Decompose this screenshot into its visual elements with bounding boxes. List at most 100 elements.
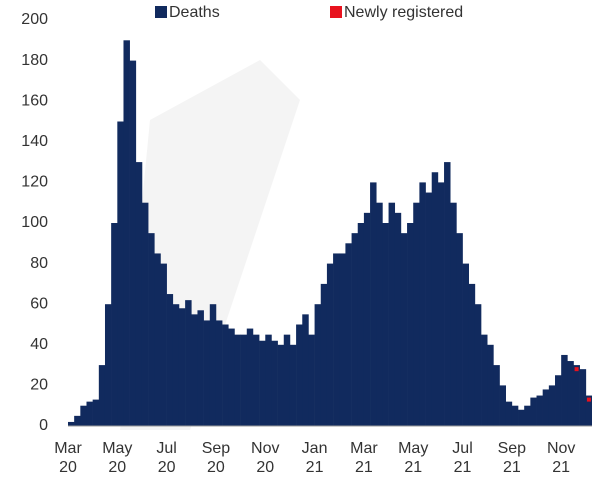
- bar: [314, 304, 322, 426]
- bar: [277, 344, 285, 426]
- bar: [474, 304, 482, 426]
- bar: [481, 334, 488, 426]
- y-tick-label: 0: [39, 417, 48, 434]
- bar: [246, 328, 254, 426]
- bar: [407, 223, 414, 426]
- y-tick-label: 80: [30, 255, 48, 272]
- bar: [450, 202, 457, 426]
- bar: [351, 233, 359, 426]
- bar: [191, 314, 198, 426]
- bar: [111, 223, 118, 426]
- x-tick-label: Nov 21: [546, 440, 576, 476]
- bar: [98, 365, 106, 426]
- bar: [160, 263, 167, 426]
- new-marker: [586, 397, 591, 402]
- bar: [166, 294, 174, 426]
- bar: [141, 202, 149, 426]
- bar: [363, 212, 371, 426]
- x-tick-label: Mar 21: [350, 440, 378, 476]
- bar: [536, 395, 543, 426]
- bar: [511, 405, 519, 426]
- bar: [548, 385, 556, 426]
- y-tick-label: 120: [21, 174, 48, 191]
- bar: [444, 162, 451, 426]
- bar: [333, 253, 340, 426]
- bar: [505, 401, 513, 426]
- bar: [345, 243, 352, 426]
- bar: [178, 308, 186, 426]
- legend-swatch: [330, 6, 342, 18]
- bar: [148, 233, 155, 426]
- y-tick-label: 140: [21, 133, 48, 150]
- bar: [499, 385, 506, 426]
- bar: [573, 365, 580, 426]
- bar: [400, 233, 408, 426]
- y-tick-label: 100: [21, 214, 48, 231]
- bar: [234, 334, 241, 426]
- y-tick-label: 180: [21, 52, 48, 69]
- x-tick-label: May 20: [102, 440, 133, 476]
- bar: [561, 354, 568, 426]
- bar: [265, 334, 272, 426]
- bar: [259, 340, 266, 426]
- x-tick-label: Sep 20: [201, 440, 231, 476]
- bar: [283, 334, 291, 426]
- bar: [462, 263, 470, 426]
- bar: [117, 121, 124, 426]
- bar: [92, 399, 100, 426]
- x-tick-label: Sep 21: [497, 440, 527, 476]
- bar: [567, 361, 574, 426]
- bar: [357, 223, 365, 426]
- x-tick-label: Nov 20: [251, 440, 280, 476]
- x-tick-label: Jan 21: [301, 440, 328, 476]
- bar: [80, 405, 87, 426]
- bar: [271, 340, 278, 426]
- bar: [135, 162, 143, 426]
- x-tick-label: May 21: [398, 440, 429, 476]
- bar: [308, 334, 315, 426]
- bar: [240, 334, 248, 426]
- bar: [252, 334, 260, 426]
- bar: [579, 369, 587, 426]
- new-marker: [574, 367, 579, 372]
- x-tick-label: Jul 21: [452, 440, 473, 476]
- legend-label: Newly registered: [344, 4, 463, 21]
- bar: [394, 212, 402, 426]
- bar: [197, 310, 204, 426]
- bar: [203, 320, 211, 426]
- legend-label: Deaths: [169, 4, 220, 21]
- y-tick-label: 200: [21, 11, 48, 28]
- bar: [542, 389, 550, 426]
- bar: [468, 283, 476, 426]
- bar: [524, 405, 531, 426]
- bar: [74, 415, 81, 426]
- bar: [456, 233, 463, 426]
- bar: [530, 397, 537, 426]
- y-tick-label: 60: [30, 295, 48, 312]
- bar: [437, 182, 445, 426]
- bar: [154, 253, 161, 426]
- y-tick-label: 40: [30, 336, 48, 353]
- bar: [382, 223, 389, 426]
- x-tick-label: Mar 20: [54, 440, 82, 476]
- bar: [302, 314, 309, 426]
- bar: [289, 344, 297, 426]
- bar: [215, 320, 223, 426]
- bar: [431, 172, 439, 426]
- bar: [86, 401, 93, 426]
- bar: [425, 192, 433, 426]
- bar: [388, 202, 396, 426]
- legend-swatch: [155, 6, 167, 18]
- bar: [320, 283, 328, 426]
- bar: [487, 344, 494, 426]
- bar: [326, 263, 334, 426]
- y-tick-label: 20: [30, 377, 48, 394]
- bar: [222, 324, 229, 426]
- bar: [209, 304, 217, 426]
- bar: [228, 328, 235, 426]
- y-tick-label: 160: [21, 92, 48, 109]
- x-tick-label: Jul 20: [156, 440, 177, 476]
- bar: [123, 40, 130, 427]
- bar: [339, 253, 346, 426]
